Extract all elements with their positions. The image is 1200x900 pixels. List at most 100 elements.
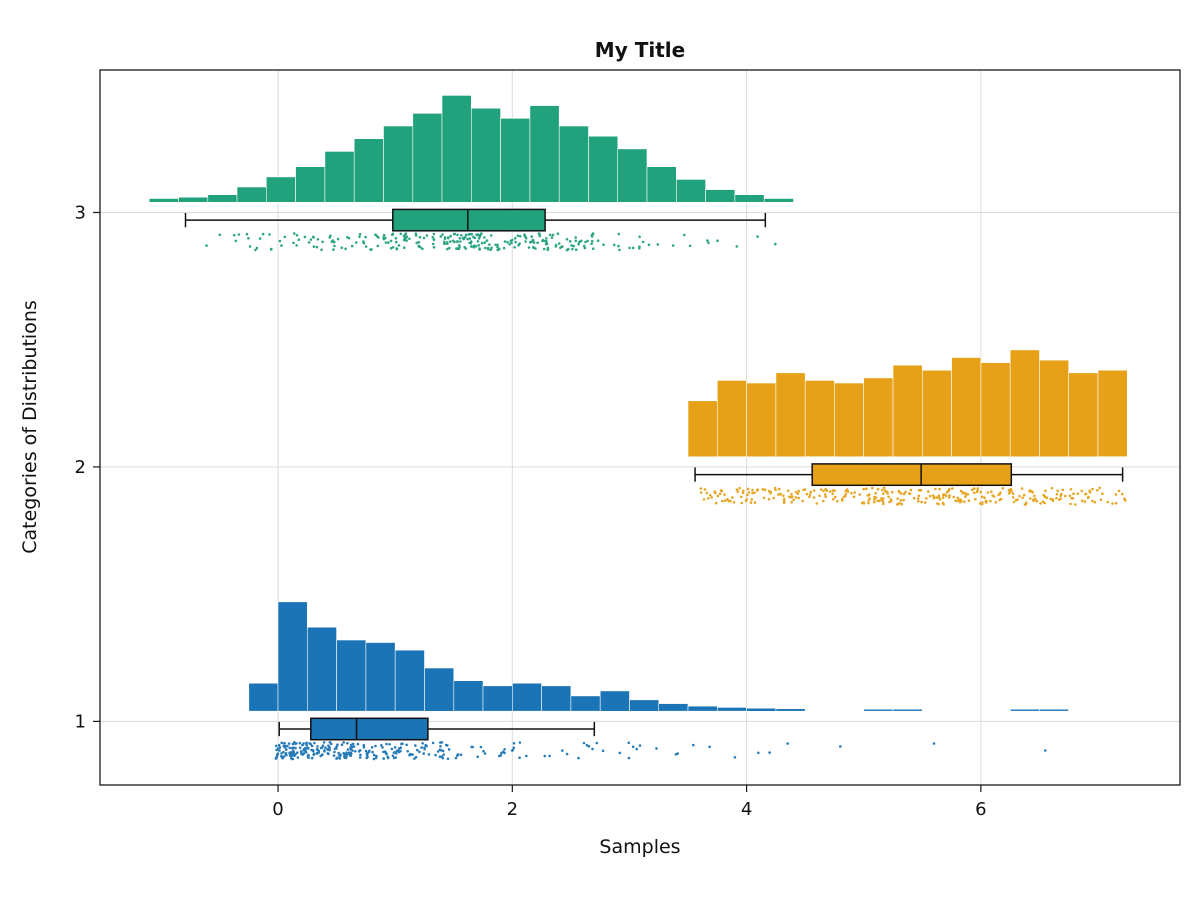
strip-point	[755, 489, 759, 492]
strip-point	[511, 748, 515, 752]
strip-point	[824, 495, 827, 499]
strip-point	[762, 496, 766, 500]
histogram-bar	[482, 685, 513, 712]
strip-point	[1029, 497, 1032, 500]
strip-point	[998, 493, 1001, 496]
strip-point	[479, 745, 483, 749]
strip-point	[1021, 496, 1024, 500]
strip-point	[274, 756, 278, 760]
boxplot-category-1	[278, 717, 596, 741]
strip-point	[301, 743, 305, 747]
strip-point	[436, 750, 440, 753]
strip-point	[418, 750, 421, 754]
histogram-bar	[1097, 369, 1128, 458]
strip-point	[405, 743, 408, 747]
strip-point	[1035, 499, 1039, 503]
strip-point	[994, 501, 998, 504]
strip-point	[961, 490, 964, 494]
strip-point	[408, 237, 411, 241]
strip-point	[468, 237, 472, 240]
strip-point	[702, 498, 706, 501]
strip-point	[567, 247, 570, 251]
strip-point	[819, 488, 823, 491]
strip-point	[862, 502, 866, 505]
strip-point	[358, 232, 362, 236]
strip-point	[638, 235, 641, 239]
strip-point	[316, 745, 319, 748]
y-axis-label-text: Categories of Distributions	[19, 300, 41, 554]
histogram-bar	[892, 364, 923, 458]
strip-point	[1121, 492, 1124, 496]
strip-point	[706, 239, 709, 242]
strip-point	[345, 751, 348, 754]
strip-point	[583, 246, 587, 250]
strip-point	[714, 491, 717, 495]
strip-point	[618, 751, 622, 755]
strip-point	[310, 744, 314, 748]
histogram-bar	[453, 680, 484, 712]
strip-point	[917, 494, 921, 498]
strip-point	[350, 244, 354, 248]
strip-point	[544, 242, 548, 246]
strip-point	[488, 243, 491, 246]
strip-point	[964, 495, 967, 499]
strip-point	[446, 247, 449, 251]
strip-point	[595, 741, 599, 745]
strip-point	[938, 487, 941, 491]
strip-point	[705, 491, 709, 495]
strip-point	[284, 752, 288, 755]
strip-point	[545, 237, 548, 240]
strip-point	[986, 491, 990, 494]
strip-point	[554, 245, 558, 248]
strip-point	[291, 757, 295, 761]
strip-point	[295, 233, 299, 237]
strip-category-1	[274, 741, 1047, 761]
strip-point	[351, 749, 354, 752]
strip-point	[530, 235, 534, 238]
strip-point	[881, 488, 884, 492]
strip-point	[1093, 500, 1097, 504]
strip-point	[449, 234, 453, 238]
histogram-bar	[687, 400, 718, 458]
strip-point	[455, 247, 459, 250]
strip-point	[336, 756, 339, 760]
strip-point	[432, 246, 436, 249]
strip-point	[367, 750, 371, 754]
strip-point	[395, 240, 398, 244]
strip-point	[731, 496, 734, 499]
strip-point	[1012, 500, 1016, 504]
strip-point	[844, 492, 848, 496]
strip-point	[395, 247, 399, 251]
strip-point	[1064, 494, 1067, 498]
strip-point	[288, 746, 292, 750]
strip-point	[990, 490, 993, 494]
histogram-category-2	[687, 349, 1128, 458]
strip-point	[761, 488, 765, 491]
strip-point	[1025, 501, 1028, 505]
strip-point	[574, 248, 578, 251]
strip-point	[655, 747, 658, 750]
strip-point	[432, 238, 436, 241]
strip-point	[258, 237, 262, 240]
strip-point	[312, 753, 316, 756]
strip-point	[882, 486, 886, 490]
strip-point	[585, 743, 589, 747]
strip-point	[557, 242, 561, 245]
strip-point	[612, 243, 616, 247]
strip-point	[489, 248, 493, 252]
strip-point	[497, 247, 500, 250]
strip-point	[467, 233, 470, 236]
strip-point	[590, 242, 593, 246]
strip-point	[983, 496, 986, 500]
x-tick-label: 2	[507, 799, 518, 820]
strip-point	[710, 496, 713, 499]
histogram-bar	[558, 125, 589, 203]
strip-point	[718, 492, 722, 496]
strip-point	[304, 746, 307, 750]
strip-point	[496, 243, 499, 247]
strip-point	[671, 244, 675, 247]
strip-point	[300, 750, 303, 754]
strip-point	[873, 498, 876, 501]
strip-point	[941, 496, 945, 500]
strip-point	[278, 746, 282, 749]
